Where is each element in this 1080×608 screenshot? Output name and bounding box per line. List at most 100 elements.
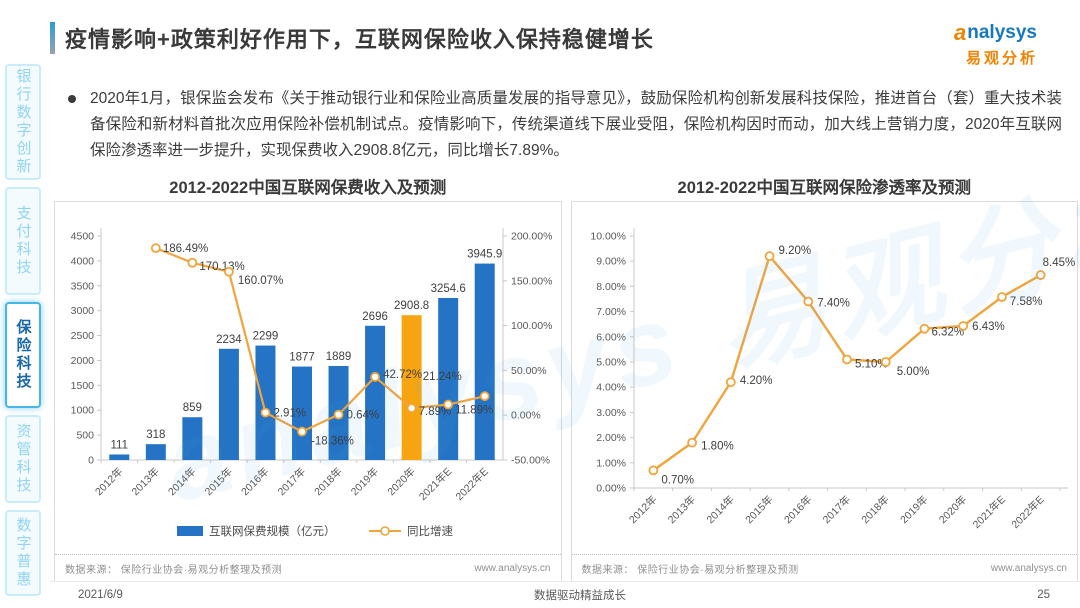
svg-text:2020年: 2020年 (936, 493, 969, 526)
footer-slogan: 数据驱动精益成长 (533, 590, 626, 602)
svg-text:0: 0 (88, 455, 94, 467)
svg-text:859: 859 (183, 402, 202, 414)
svg-text:2012年: 2012年 (92, 465, 125, 498)
footer-date: 2021/6/9 (78, 589, 123, 601)
sidebar-item-4[interactable]: 数字普惠 (5, 510, 41, 596)
svg-text:2018年: 2018年 (858, 493, 891, 526)
svg-text:3254.6: 3254.6 (431, 283, 466, 295)
svg-text:7.00%: 7.00% (596, 306, 626, 318)
svg-text:2015年: 2015年 (202, 465, 235, 498)
sidebar-item-1[interactable]: 支付科技 (5, 187, 41, 295)
svg-text:2017年: 2017年 (275, 465, 308, 498)
svg-text:2013年: 2013年 (665, 493, 698, 526)
svg-text:1.00%: 1.00% (596, 457, 626, 469)
svg-text:3000: 3000 (71, 305, 95, 317)
svg-text:42.72%: 42.72% (383, 369, 422, 381)
analysys-logo: a nalysys 易观分析 (954, 20, 1064, 68)
svg-text:2022年E: 2022年E (453, 465, 491, 503)
penetration-line-chart: 0.00% 1.00% 2.00% 3.00% 4.00% 5.00% 6.00% 7.00%… (590, 228, 1075, 531)
svg-text:1889: 1889 (326, 351, 352, 363)
svg-text:5.00%: 5.00% (596, 357, 626, 369)
svg-text:4000: 4000 (71, 255, 95, 267)
sidebar-item-0[interactable]: 银行数字创新 (5, 64, 41, 180)
svg-text:2.00%: 2.00% (596, 432, 626, 444)
premium-chart-title: 2012-2022中国互联网保费收入及预测 (169, 179, 447, 197)
svg-text:1000: 1000 (71, 405, 95, 417)
svg-text:8.45%: 8.45% (1042, 257, 1075, 269)
svg-text:2021年E: 2021年E (969, 493, 1007, 531)
svg-text:318: 318 (146, 429, 165, 441)
summary-text: 2020年1月，银保监会发布《关于推动银行业和保险业高质量发展的指导意见》，鼓励… (90, 90, 1062, 159)
svg-text:0.64%: 0.64% (347, 410, 380, 422)
svg-text:1.80%: 1.80% (701, 441, 734, 453)
svg-text:500: 500 (76, 430, 94, 442)
svg-text:2234: 2234 (216, 334, 242, 346)
svg-text:2015年: 2015年 (742, 493, 775, 526)
svg-text:2019年: 2019年 (897, 493, 930, 526)
svg-text:50.00%: 50.00% (511, 365, 547, 377)
svg-text:10.00%: 10.00% (590, 231, 626, 243)
svg-text:4.00%: 4.00% (596, 382, 626, 394)
svg-text:21.24%: 21.24% (423, 371, 462, 383)
svg-text:111: 111 (111, 439, 128, 451)
logo-brand-text: nalysys (967, 22, 1037, 43)
summary-bullet: 2020年1月，银保监会发布《关于推动银行业和保险业高质量发展的指导意见》，鼓励… (66, 86, 1062, 164)
data-source-text: 数据来源： 保险行业协会·易观分析整理及预测 (581, 565, 799, 576)
svg-text:-50.00%: -50.00% (511, 455, 550, 467)
svg-text:9.00%: 9.00% (596, 256, 626, 268)
svg-text:3.00%: 3.00% (596, 407, 626, 419)
logo-brand-cn: 易观分析 (966, 50, 1039, 67)
svg-text:4.20%: 4.20% (739, 375, 772, 387)
svg-text:8.00%: 8.00% (596, 281, 626, 293)
penetration-chart-title: 2012-2022中国互联网保险渗透率及预测 (677, 179, 971, 197)
sidebar-item-3[interactable]: 资管科技 (5, 415, 41, 503)
title-accent-bar (50, 22, 55, 54)
svg-text:2022年E: 2022年E (1008, 493, 1046, 531)
svg-text:2000: 2000 (71, 355, 95, 367)
svg-text:同比增速: 同比增速 (407, 524, 453, 538)
svg-text:2500: 2500 (71, 330, 95, 342)
svg-text:0.00%: 0.00% (596, 483, 626, 495)
svg-text:0.70%: 0.70% (661, 474, 694, 486)
penetration-chart-footer: 数据来源： 保险行业协会·易观分析整理及预测 www.analysys.cn (571, 554, 1077, 582)
svg-text:100.00%: 100.00% (511, 320, 552, 332)
svg-text:互联网保费规模（亿元）: 互联网保费规模（亿元） (209, 524, 336, 538)
charts-row: 2012-2022中国互联网保费收入及预测 0 500 1000 1500 2000 25… (54, 174, 1078, 583)
svg-text:2014年: 2014年 (703, 493, 736, 526)
svg-text:1500: 1500 (71, 380, 95, 392)
svg-text:200.00%: 200.00% (511, 231, 552, 243)
svg-text:7.58%: 7.58% (1009, 296, 1042, 308)
bullet-icon (68, 95, 76, 103)
svg-text:9.20%: 9.20% (778, 245, 811, 257)
svg-text:2908.8: 2908.8 (394, 300, 429, 312)
main-content: 疫情影响+政策利好作用下，互联网保险收入保持稳健增长 a nalysys 易观分… (50, 0, 1080, 608)
chart-panel-penetration: 2012-2022中国互联网保险渗透率及预测 0.00% 1.00% 2.00% 3.… (570, 174, 1078, 583)
header: 疫情影响+政策利好作用下，互联网保险收入保持稳健增长 a nalysys 易观分… (50, 0, 1080, 68)
svg-text:2299: 2299 (253, 331, 279, 343)
svg-text:186.49%: 186.49% (163, 243, 208, 255)
svg-text:7.40%: 7.40% (817, 298, 850, 310)
svg-text:2018年: 2018年 (312, 465, 345, 498)
analysys-url-link[interactable]: www.analysys.cn (990, 563, 1067, 574)
svg-text:-18.36%: -18.36% (311, 436, 354, 448)
svg-text:2012年: 2012年 (626, 493, 659, 526)
svg-text:5.10%: 5.10% (855, 358, 888, 370)
analysys-url-link[interactable]: www.analysys.cn (474, 563, 551, 574)
svg-text:11.89%: 11.89% (455, 405, 493, 417)
footer-page-number: 25 (1037, 589, 1050, 601)
sidebar-item-2[interactable]: 保险科技 (5, 302, 41, 408)
svg-text:3500: 3500 (71, 280, 95, 292)
svg-text:2014年: 2014年 (165, 465, 198, 498)
svg-text:2019年: 2019年 (348, 465, 381, 498)
svg-text:2016年: 2016年 (781, 493, 814, 526)
premium-chart-footer: 数据来源： 保险行业协会·易观分析整理及预测 www.analysys.cn (55, 554, 561, 582)
svg-text:2.91%: 2.91% (273, 408, 306, 420)
svg-text:2016年: 2016年 (238, 465, 271, 498)
page-footer: 2021/6/9 数据驱动精益成长 25 (50, 581, 1080, 608)
svg-text:0.00%: 0.00% (511, 410, 541, 422)
svg-text:2696: 2696 (362, 311, 388, 323)
svg-text:4500: 4500 (71, 231, 95, 243)
chart-panel-premium: 2012-2022中国互联网保费收入及预测 0 500 1000 1500 2000 25… (54, 174, 562, 583)
svg-text:5.00%: 5.00% (896, 366, 929, 378)
